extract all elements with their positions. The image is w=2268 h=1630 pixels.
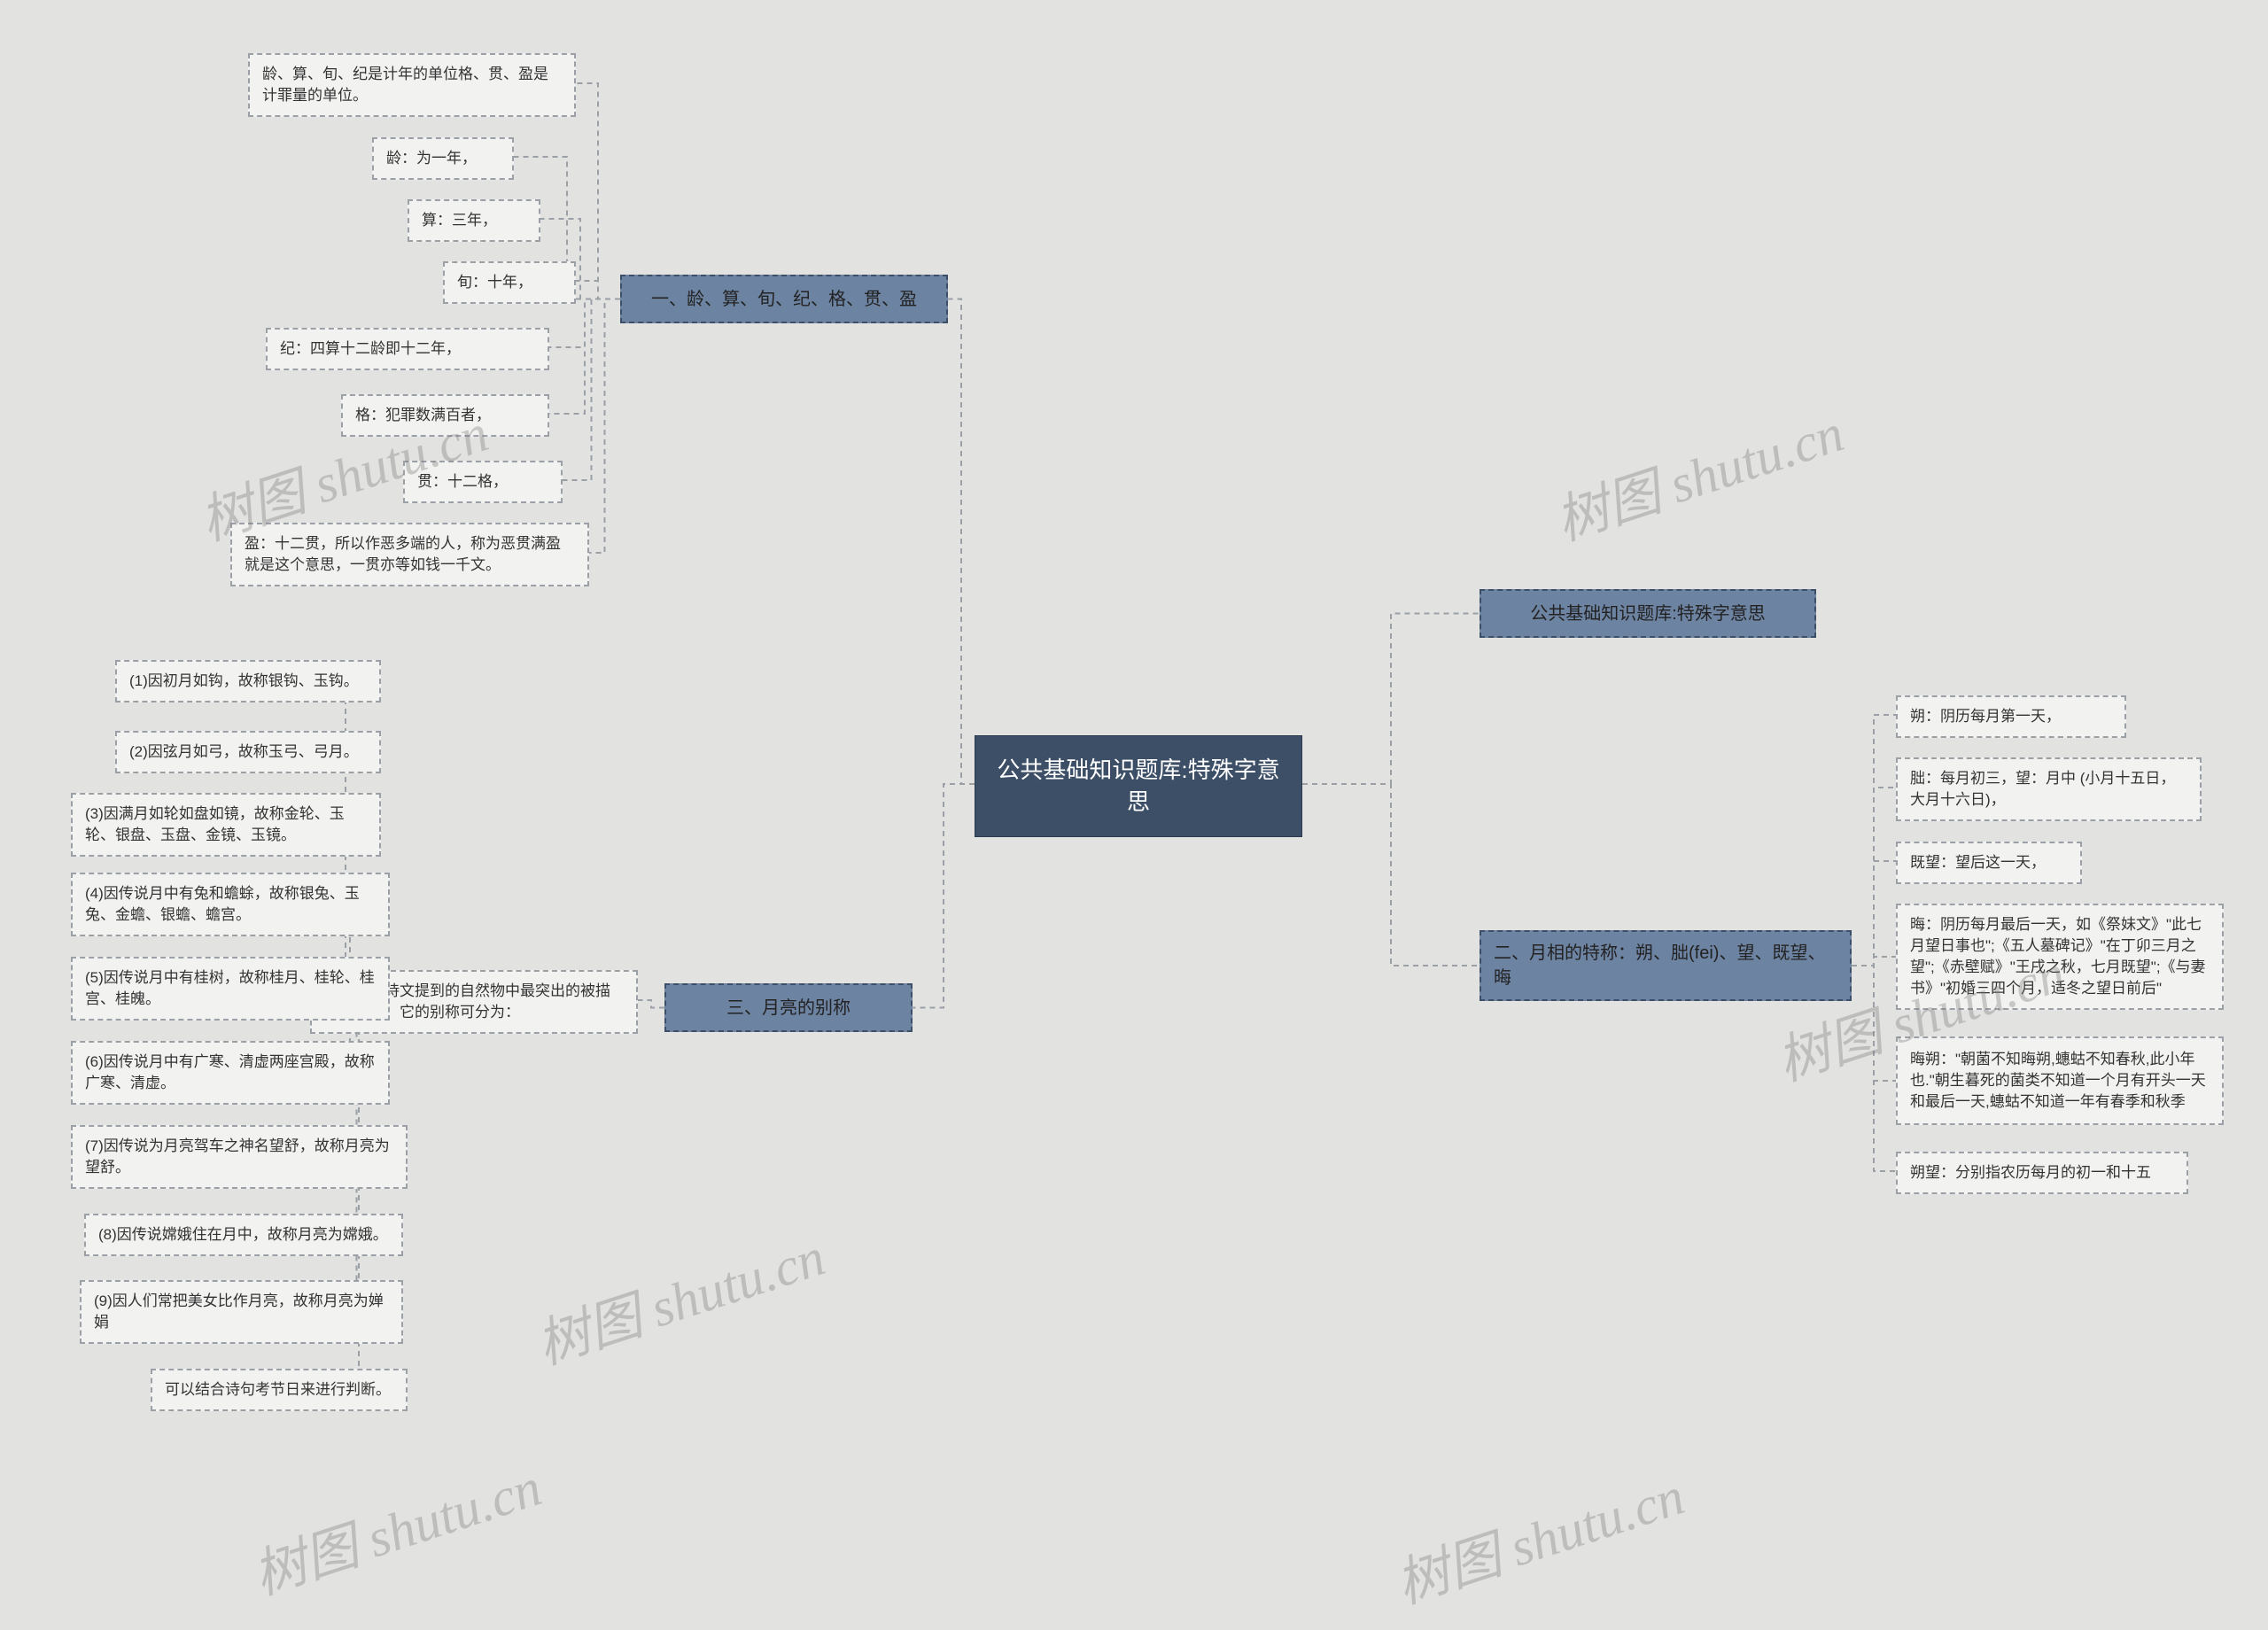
- leaf-text: (4)因传说月中有兔和蟾蜍，故称银兔、玉兔、金蟾、银蟾、蟾宫。: [85, 883, 376, 926]
- leaf-b2-0: 朔：阴历每月第一天，: [1896, 695, 2126, 738]
- watermark: 树图 shutu.cn: [1385, 1453, 1692, 1618]
- leaf-text: (8)因传说嫦娥住在月中，故称月亮为嫦娥。: [98, 1224, 388, 1246]
- leaf-text: 龄：为一年，: [386, 148, 477, 169]
- leaf-b1-1: 龄：为一年，: [372, 137, 514, 180]
- branch-one: 一、龄、算、旬、纪、格、贯、盈: [620, 275, 948, 323]
- leaf-text: 盈：十二贯，所以作恶多端的人，称为恶贯满盈就是这个意思，一贯亦等如钱一千文。: [245, 533, 575, 576]
- leaf-b2-5: 朔望：分别指农历每月的初一和十五: [1896, 1152, 2188, 1194]
- branch-two: 二、月相的特称：朔、朏(fei)、望、既望、晦: [1480, 930, 1852, 1001]
- leaf-b3-1: (2)因弦月如弓，故称玉弓、弓月。: [115, 731, 381, 773]
- leaf-b2-2: 既望：望后这一天，: [1896, 842, 2082, 884]
- leaf-b3-6: (7)因传说为月亮驾车之神名望舒，故称月亮为望舒。: [71, 1125, 408, 1189]
- branch-right-title-label: 公共基础知识题库:特殊字意思: [1530, 602, 1766, 626]
- leaf-b3-8: (9)因人们常把美女比作月亮，故称月亮为婵娟: [80, 1280, 403, 1344]
- watermark: 树图 shutu.cn: [525, 1214, 833, 1379]
- leaf-b1-7: 盈：十二贯，所以作恶多端的人，称为恶贯满盈就是这个意思，一贯亦等如钱一千文。: [230, 523, 589, 586]
- leaf-text: (5)因传说月中有桂树，故称桂月、桂轮、桂宫、桂魄。: [85, 967, 376, 1010]
- leaf-text: 朏：每月初三，望：月中 (小月十五日，大月十六日)，: [1910, 768, 2187, 811]
- leaf-text: 格：犯罪数满百者，: [355, 405, 491, 426]
- leaf-text: (9)因人们常把美女比作月亮，故称月亮为婵娟: [94, 1291, 389, 1333]
- leaf-text: 朔：阴历每月第一天，: [1910, 706, 2061, 727]
- mindmap-root: 公共基础知识题库:特殊字意思: [975, 735, 1302, 837]
- watermark: 树图 shutu.cn: [1544, 390, 1852, 555]
- leaf-b1-4: 纪：四算十二龄即十二年，: [266, 328, 549, 370]
- leaf-text: 朔望：分别指农历每月的初一和十五: [1910, 1162, 2151, 1184]
- leaf-text: (6)因传说月中有广寒、清虚两座宫殿，故称广寒、清虚。: [85, 1052, 376, 1094]
- leaf-text: 纪：四算十二龄即十二年，: [280, 338, 461, 360]
- branch-one-label: 一、龄、算、旬、纪、格、贯、盈: [651, 287, 917, 312]
- leaf-b3-0: (1)因初月如钩，故称银钩、玉钩。: [115, 660, 381, 702]
- branch-two-label: 二、月相的特称：朔、朏(fei)、望、既望、晦: [1494, 941, 1837, 990]
- leaf-text: 既望：望后这一天，: [1910, 852, 2046, 873]
- leaf-text: (7)因传说为月亮驾车之神名望舒，故称月亮为望舒。: [85, 1136, 393, 1178]
- root-label: 公共基础知识题库:特殊字意思: [990, 754, 1287, 819]
- leaf-text: 晦：阴历每月最后一天，如《祭妹文》"此七月望日事也";《五人墓碑记》"在丁卯三月…: [1910, 914, 2210, 998]
- branch-three: 三、月亮的别称: [664, 983, 913, 1032]
- leaf-text: 贯：十二格，: [417, 471, 508, 493]
- leaf-b1-0: 龄、算、旬、纪是计年的单位格、贯、盈是计罪量的单位。: [248, 53, 576, 117]
- leaf-text: 晦朔："朝菌不知晦朔,蟪蛄不知春秋,此小年也."朝生暮死的菌类不知道一个月有开头…: [1910, 1049, 2210, 1112]
- leaf-b1-2: 算：三年，: [408, 199, 540, 242]
- leaf-b3-7: (8)因传说嫦娥住在月中，故称月亮为嫦娥。: [84, 1214, 403, 1256]
- watermark: 树图 shutu.cn: [242, 1444, 549, 1610]
- leaf-b1-3: 旬：十年，: [443, 261, 576, 304]
- leaf-text: 龄、算、旬、纪是计年的单位格、贯、盈是计罪量的单位。: [262, 64, 562, 106]
- leaf-b2-4: 晦朔："朝菌不知晦朔,蟪蛄不知春秋,此小年也."朝生暮死的菌类不知道一个月有开头…: [1896, 1036, 2224, 1125]
- branch-right-title: 公共基础知识题库:特殊字意思: [1480, 589, 1816, 638]
- leaf-text: (1)因初月如钩，故称银钩、玉钩。: [129, 671, 359, 692]
- leaf-b3-2: (3)因满月如轮如盘如镜，故称金轮、玉轮、银盘、玉盘、金镜、玉镜。: [71, 793, 381, 857]
- leaf-b3-5: (6)因传说月中有广寒、清虚两座宫殿，故称广寒、清虚。: [71, 1041, 390, 1105]
- leaf-text: (2)因弦月如弓，故称玉弓、弓月。: [129, 741, 359, 763]
- branch-three-label: 三、月亮的别称: [726, 996, 850, 1021]
- leaf-b1-5: 格：犯罪数满百者，: [341, 394, 549, 437]
- leaf-b3-4: (5)因传说月中有桂树，故称桂月、桂轮、桂宫、桂魄。: [71, 957, 390, 1021]
- leaf-text: (3)因满月如轮如盘如镜，故称金轮、玉轮、银盘、玉盘、金镜、玉镜。: [85, 803, 367, 846]
- leaf-b3-3: (4)因传说月中有兔和蟾蜍，故称银兔、玉兔、金蟾、银蟾、蟾宫。: [71, 873, 390, 936]
- leaf-b2-1: 朏：每月初三，望：月中 (小月十五日，大月十六日)，: [1896, 757, 2202, 821]
- leaf-b1-6: 贯：十二格，: [403, 461, 563, 503]
- leaf-b3-9: 可以结合诗句考节日来进行判断。: [151, 1369, 408, 1411]
- leaf-text: 算：三年，: [422, 210, 497, 231]
- leaf-b2-3: 晦：阴历每月最后一天，如《祭妹文》"此七月望日事也";《五人墓碑记》"在丁卯三月…: [1896, 904, 2224, 1010]
- leaf-text: 旬：十年，: [457, 272, 532, 293]
- leaf-text: 可以结合诗句考节日来进行判断。: [165, 1379, 391, 1401]
